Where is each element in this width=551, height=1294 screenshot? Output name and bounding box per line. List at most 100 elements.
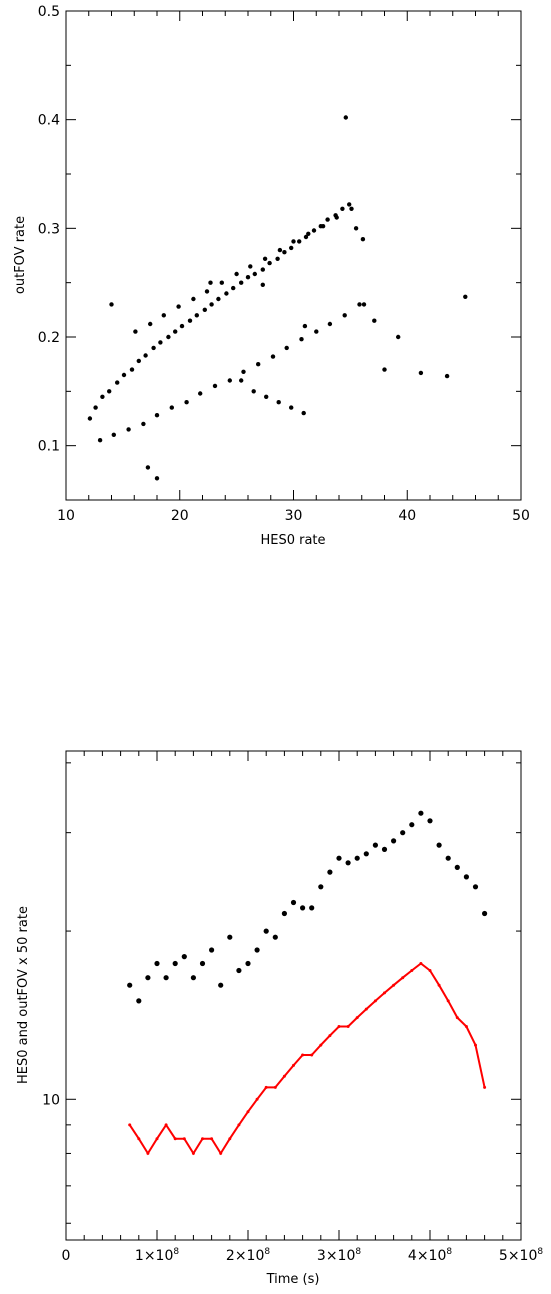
- red-series-point: [246, 1110, 250, 1114]
- black-series-point: [272, 934, 278, 940]
- black-series-point: [190, 975, 196, 981]
- scatter-point: [166, 334, 171, 340]
- scatter-point: [342, 313, 347, 318]
- scatter-point: [141, 421, 146, 427]
- scatter-point: [239, 280, 244, 285]
- black-series-point: [472, 884, 479, 890]
- scatter-point: [227, 378, 232, 383]
- scatter-point: [158, 340, 163, 345]
- scatter-point: [382, 367, 387, 372]
- scatter-point: [241, 369, 246, 374]
- scatter-point: [334, 215, 339, 220]
- scatter-point: [231, 285, 236, 291]
- red-series-point: [282, 1074, 286, 1078]
- scatter-point: [289, 245, 294, 251]
- black-series-point: [154, 960, 160, 967]
- scatter-point: [151, 345, 156, 351]
- scatter-point: [136, 358, 141, 364]
- scatter-x-tick-label: 40: [398, 508, 416, 524]
- scatter-point: [161, 313, 166, 318]
- black-series-point: [254, 947, 260, 953]
- timeseries-x-tick-label: 2×108: [226, 1247, 270, 1264]
- black-series-point: [354, 855, 360, 861]
- scatter-point: [239, 378, 244, 383]
- black-series-point: [409, 822, 415, 828]
- scatter-point: [248, 264, 253, 269]
- scatter-point: [256, 362, 261, 367]
- scatter-x-axis-label: HES0 rate: [260, 533, 325, 548]
- black-series-point: [445, 855, 451, 861]
- red-series-point: [428, 969, 432, 972]
- black-series-point: [418, 810, 424, 816]
- red-series-point: [201, 1137, 204, 1141]
- scatter-y-tick-label: 0.2: [38, 330, 60, 346]
- red-series-point: [364, 1007, 368, 1011]
- red-series-point: [328, 1034, 332, 1038]
- red-series-point: [292, 1063, 295, 1067]
- scatter-points: [87, 115, 468, 481]
- scatter-point: [303, 234, 309, 240]
- scatter-point: [275, 256, 280, 261]
- scatter-point: [212, 383, 218, 389]
- red-series-point: [301, 1053, 305, 1057]
- scatter-point: [100, 394, 105, 399]
- scatter-point: [154, 476, 160, 481]
- timeseries-panel: 0 1×108 2×108 3×108 4×108 5×108 10 Time (s) HE…: [16, 750, 543, 1287]
- scatter-point: [97, 438, 103, 443]
- scatter-y-axis-label: outFOV rate: [13, 216, 28, 294]
- black-series-point: [263, 928, 269, 934]
- scatter-point: [262, 256, 268, 261]
- scatter-point: [357, 302, 362, 307]
- red-series-point: [146, 1151, 150, 1155]
- red-series-point: [346, 1025, 350, 1028]
- scatter-point: [444, 373, 450, 379]
- scatter-point: [306, 231, 311, 236]
- scatter-point: [297, 239, 302, 244]
- scatter-point: [299, 337, 304, 342]
- scatter-point: [194, 313, 199, 318]
- scatter-y-tick-label: 0.1: [38, 439, 60, 455]
- scatter-point: [353, 226, 359, 231]
- scatter-point: [260, 282, 265, 287]
- scatter-point: [216, 296, 221, 302]
- timeseries-plot-frame: [65, 750, 522, 1241]
- scatter-point: [219, 280, 224, 285]
- scatter-point: [347, 202, 352, 207]
- red-series-point: [483, 1085, 487, 1089]
- scatter-point: [198, 391, 203, 396]
- timeseries-axes: 0 1×108 2×108 3×108 4×108 5×108 10: [42, 751, 543, 1264]
- scatter-point: [204, 289, 210, 294]
- scatter-point: [179, 323, 185, 329]
- scatter-point: [291, 239, 296, 244]
- scatter-point: [270, 354, 276, 359]
- scatter-point: [107, 389, 112, 394]
- red-series-point: [137, 1137, 141, 1141]
- red-series-point: [446, 999, 450, 1003]
- black-series-point: [363, 851, 369, 857]
- scatter-y-tick-label: 0.3: [38, 221, 60, 237]
- scatter-point: [360, 237, 366, 242]
- scatter-point: [396, 334, 401, 340]
- scatter-point: [154, 413, 160, 418]
- scatter-point: [418, 370, 424, 376]
- scatter-y-tick-label: 0.4: [38, 113, 60, 129]
- scatter-point: [361, 302, 367, 307]
- scatter-point: [264, 394, 269, 399]
- timeseries-y-tick-label: 10: [42, 1092, 60, 1108]
- scatter-point: [145, 465, 151, 470]
- scatter-point: [187, 318, 193, 323]
- red-series-point: [455, 1016, 459, 1020]
- black-series-point: [427, 818, 433, 824]
- red-series-point: [264, 1085, 268, 1089]
- black-series-point: [454, 864, 460, 871]
- black-series-point: [127, 982, 133, 988]
- scatter-x-tick-label: 20: [171, 508, 189, 524]
- scatter-point: [129, 367, 135, 372]
- scatter-point: [148, 321, 153, 327]
- red-series-point: [355, 1016, 359, 1020]
- scatter-point: [282, 250, 287, 255]
- scatter-point: [320, 224, 326, 229]
- black-series-point: [300, 905, 306, 911]
- scatter-point: [202, 307, 207, 312]
- scatter-point: [260, 267, 265, 272]
